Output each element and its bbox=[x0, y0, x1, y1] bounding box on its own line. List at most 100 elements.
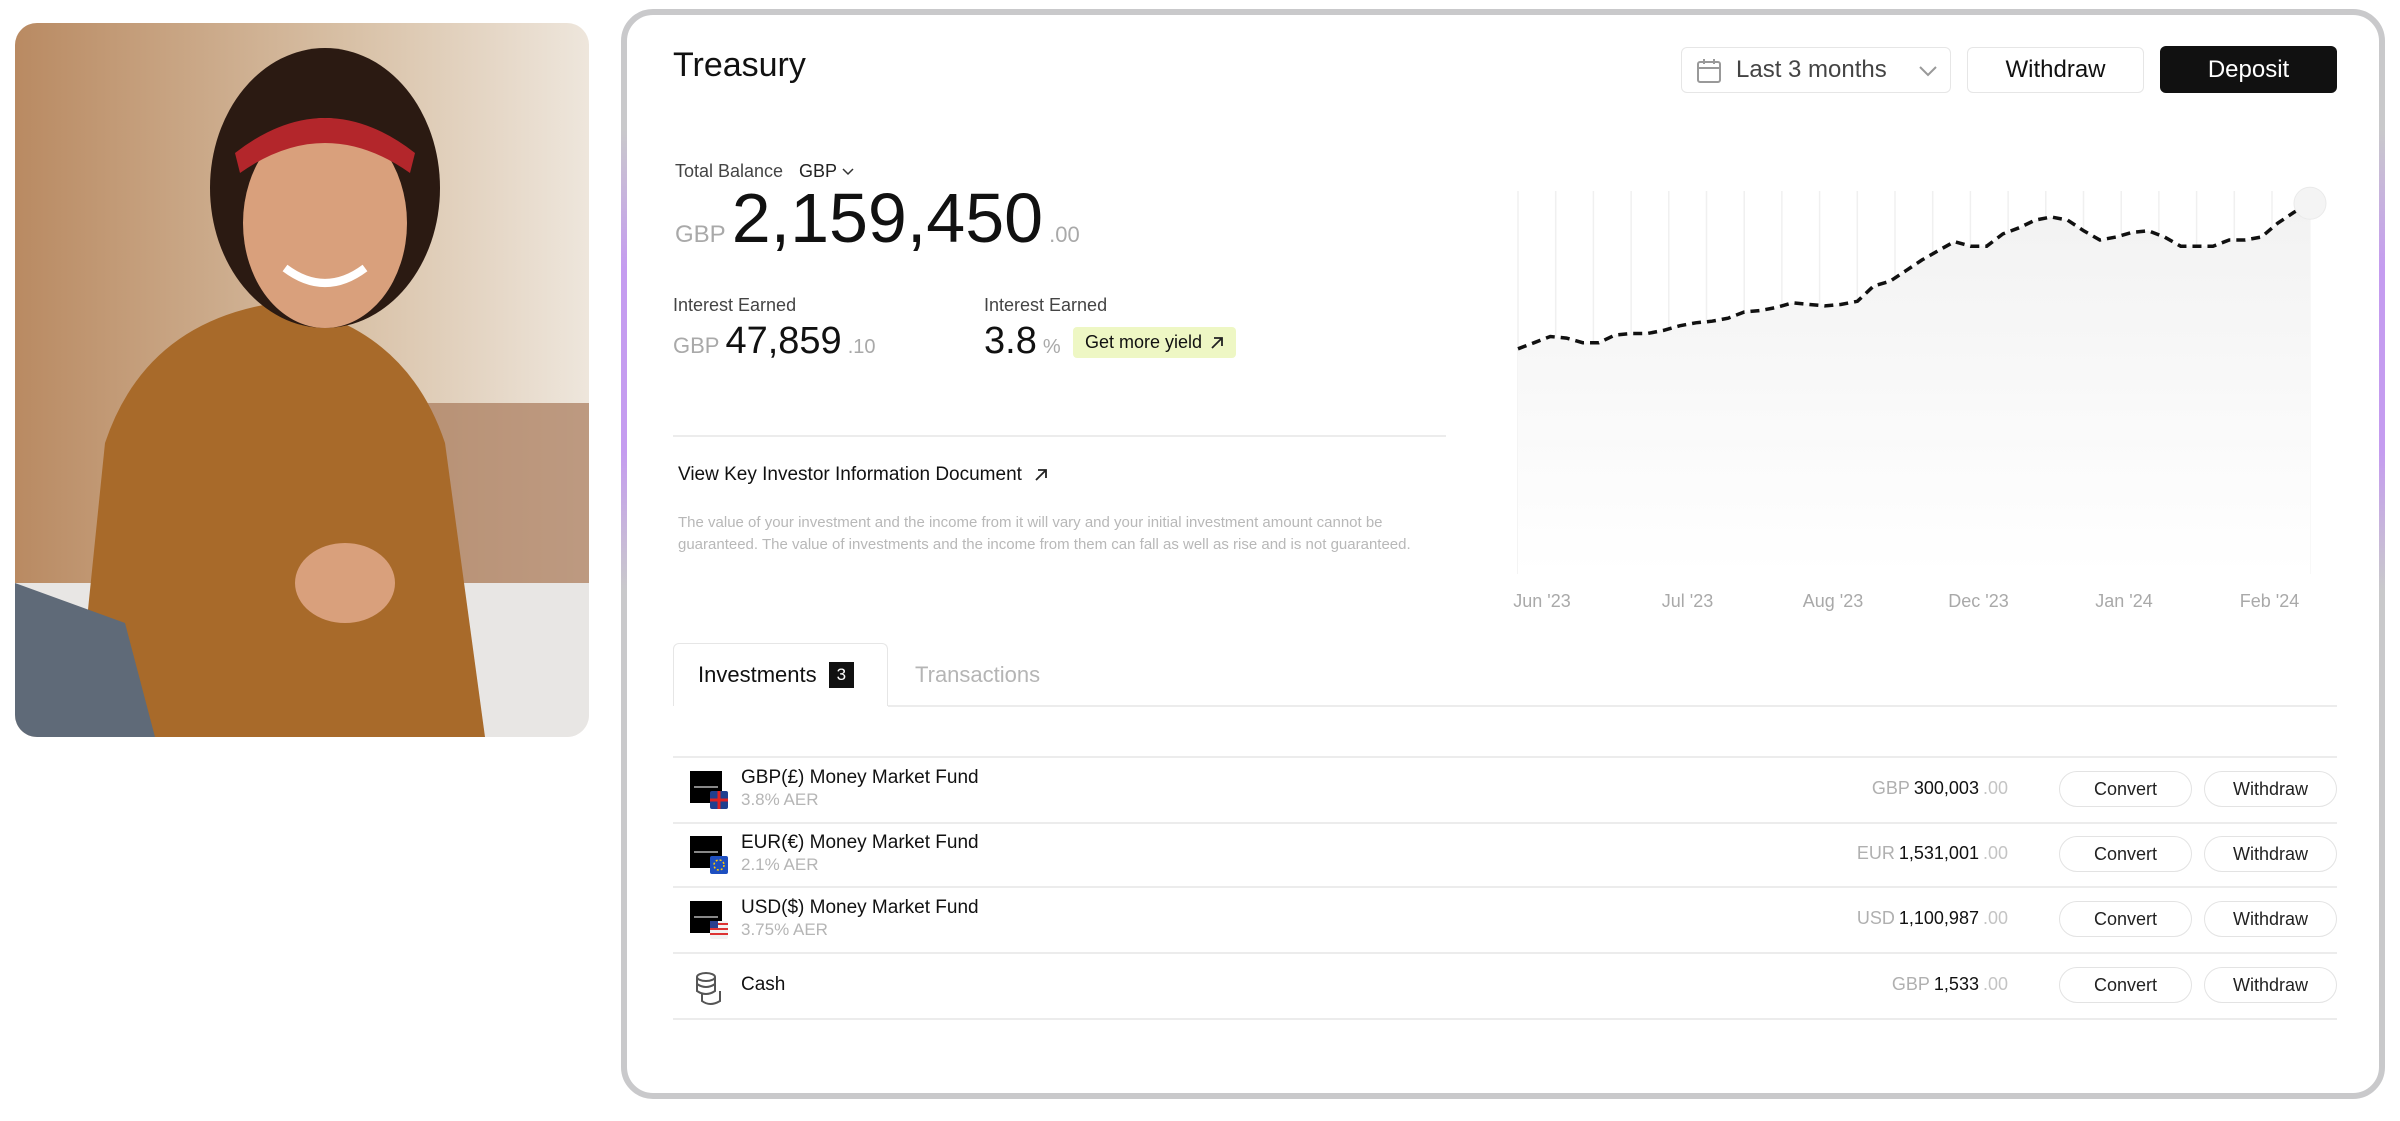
convert-button[interactable]: Convert bbox=[2059, 771, 2192, 807]
kiid-link[interactable]: View Key Investor Information Document bbox=[678, 464, 1048, 486]
chart-area bbox=[1518, 203, 2310, 575]
withdraw-button[interactable]: Withdraw bbox=[2204, 967, 2337, 1003]
interest-fraction: .10 bbox=[847, 336, 876, 358]
flag-canton bbox=[710, 921, 718, 928]
yield-badge-text: Get more yield bbox=[1085, 332, 1203, 352]
kiid-link-text: View Key Investor Information Document bbox=[678, 464, 1022, 485]
card-glow bbox=[2379, 130, 2385, 590]
coin-stack bbox=[696, 977, 721, 1005]
fund-aer: 2.1% AER bbox=[741, 855, 819, 874]
end-point-glow bbox=[2293, 186, 2327, 220]
x-axis-label: Jun '23 bbox=[1513, 591, 1570, 611]
row-divider bbox=[673, 1018, 2337, 1020]
withdraw-button[interactable]: Withdraw bbox=[2204, 836, 2337, 872]
currency: GBP bbox=[675, 221, 726, 248]
fund-amount: USD 1,100,987.00 bbox=[1857, 908, 2008, 929]
tab-underline bbox=[888, 705, 2337, 707]
date-range-select[interactable]: Last 3 months bbox=[1681, 47, 1951, 93]
interest-label: Interest Earned bbox=[673, 295, 797, 315]
x-axis-label: Aug '23 bbox=[1803, 591, 1864, 611]
yield-badge[interactable]: Get more yield bbox=[1073, 327, 1237, 358]
logo-text-mark bbox=[694, 851, 718, 853]
fund-icon bbox=[696, 972, 721, 1005]
chart-line bbox=[1517, 201, 2311, 351]
currency: GBP bbox=[1891, 974, 1930, 994]
deposit-button[interactable]: Deposit bbox=[2160, 46, 2337, 93]
logo-text-mark bbox=[694, 916, 718, 918]
fund-name: USD($) Money Market Fund bbox=[741, 897, 979, 918]
x-axis-label: Jul '23 bbox=[1662, 591, 1713, 611]
card-glow bbox=[621, 130, 627, 590]
amount-whole: 1,100,987 bbox=[1898, 908, 1979, 928]
withdraw-button[interactable]: Withdraw bbox=[2204, 771, 2337, 807]
row-divider bbox=[673, 952, 2337, 954]
fund-amount: GBP 1,533.00 bbox=[1892, 974, 2008, 995]
x-axis-label: Dec '23 bbox=[1948, 591, 2008, 611]
interest-whole: 47,859 bbox=[725, 320, 842, 362]
x-axis-label: Jan '24 bbox=[2095, 591, 2152, 611]
fund-aer: 3.75% AER bbox=[741, 920, 828, 939]
tab-investments[interactable]: Investments 3 bbox=[673, 643, 888, 706]
currency-select[interactable]: GBP bbox=[799, 161, 854, 182]
row-divider bbox=[673, 886, 2337, 888]
row-divider bbox=[673, 756, 2337, 758]
arrow-icon bbox=[1035, 469, 1047, 481]
amount-whole: 1,531,001 bbox=[1898, 843, 1979, 863]
fund-icon bbox=[690, 836, 728, 874]
interest-rate: 3.8 % bbox=[984, 320, 1061, 363]
fund-aer: 3.8% AER bbox=[741, 790, 819, 809]
coin bbox=[696, 972, 716, 982]
balance-amount: GBP 2,159,450 .00 bbox=[675, 178, 1080, 258]
rate-value: 3.8 bbox=[984, 320, 1037, 362]
fund-name: EUR(€) Money Market Fund bbox=[741, 832, 979, 853]
tab-transactions[interactable]: Transactions bbox=[915, 662, 1041, 687]
arrow-icon bbox=[1211, 336, 1223, 349]
tab-count: 3 bbox=[828, 662, 855, 688]
balance-chart: Jun '23 Jul '23 Aug '23 Dec '23 Jan '24 Feb '… bbox=[1513, 186, 2327, 611]
logo-text-mark bbox=[694, 786, 718, 788]
fund-name: GBP(£) Money Market Fund bbox=[741, 767, 979, 788]
page-title: Treasury bbox=[673, 46, 806, 84]
fund-name: Cash bbox=[741, 974, 786, 995]
currency: GBP bbox=[673, 333, 720, 358]
photo bbox=[15, 23, 589, 737]
amount-whole: 1,533 bbox=[1933, 974, 1979, 994]
flag bbox=[710, 856, 728, 874]
amount-fraction: .00 bbox=[1982, 974, 2008, 994]
disclaimer: The value of your investment and the inc… bbox=[678, 514, 1411, 553]
flag-cross bbox=[710, 791, 728, 809]
tab-label: Investments bbox=[698, 662, 817, 687]
flag-stars bbox=[713, 859, 725, 871]
currency: GBP bbox=[1871, 778, 1910, 798]
chevron bbox=[842, 168, 854, 176]
divider bbox=[673, 435, 1446, 437]
fund-amount: GBP 300,003.00 bbox=[1872, 778, 2008, 799]
balance-fraction: .00 bbox=[1049, 222, 1080, 247]
amount-fraction: .00 bbox=[1982, 778, 2008, 798]
amount-fraction: .00 bbox=[1982, 843, 2008, 863]
currency: USD bbox=[1856, 908, 1895, 928]
amount-whole: 300,003 bbox=[1913, 778, 1979, 798]
currency: EUR bbox=[1856, 843, 1895, 863]
row-divider bbox=[673, 822, 2337, 824]
amount-fraction: .00 bbox=[1982, 908, 2008, 928]
currency-select-text: GBP bbox=[799, 161, 837, 181]
interest-label: Interest Earned bbox=[984, 295, 1108, 315]
interest-amount: GBP 47,859 .10 bbox=[673, 320, 876, 363]
balance-label: Total Balance bbox=[675, 161, 784, 181]
convert-button[interactable]: Convert bbox=[2059, 836, 2192, 872]
date-range-text: Last 3 months bbox=[1736, 56, 1887, 83]
convert-button[interactable]: Convert bbox=[2059, 967, 2192, 1003]
fund-icon bbox=[690, 901, 728, 939]
rate-unit: % bbox=[1042, 336, 1061, 358]
fund-amount: EUR 1,531,001.00 bbox=[1857, 843, 2008, 864]
chevron bbox=[1919, 66, 1937, 77]
fund-icon bbox=[690, 771, 728, 809]
calendar-icon bbox=[1697, 59, 1721, 83]
balance-whole: 2,159,450 bbox=[731, 179, 1044, 257]
withdraw-button[interactable]: Withdraw bbox=[1967, 47, 2144, 93]
convert-button[interactable]: Convert bbox=[2059, 901, 2192, 937]
x-axis-label: Feb '24 bbox=[2240, 591, 2299, 611]
withdraw-button[interactable]: Withdraw bbox=[2204, 901, 2337, 937]
